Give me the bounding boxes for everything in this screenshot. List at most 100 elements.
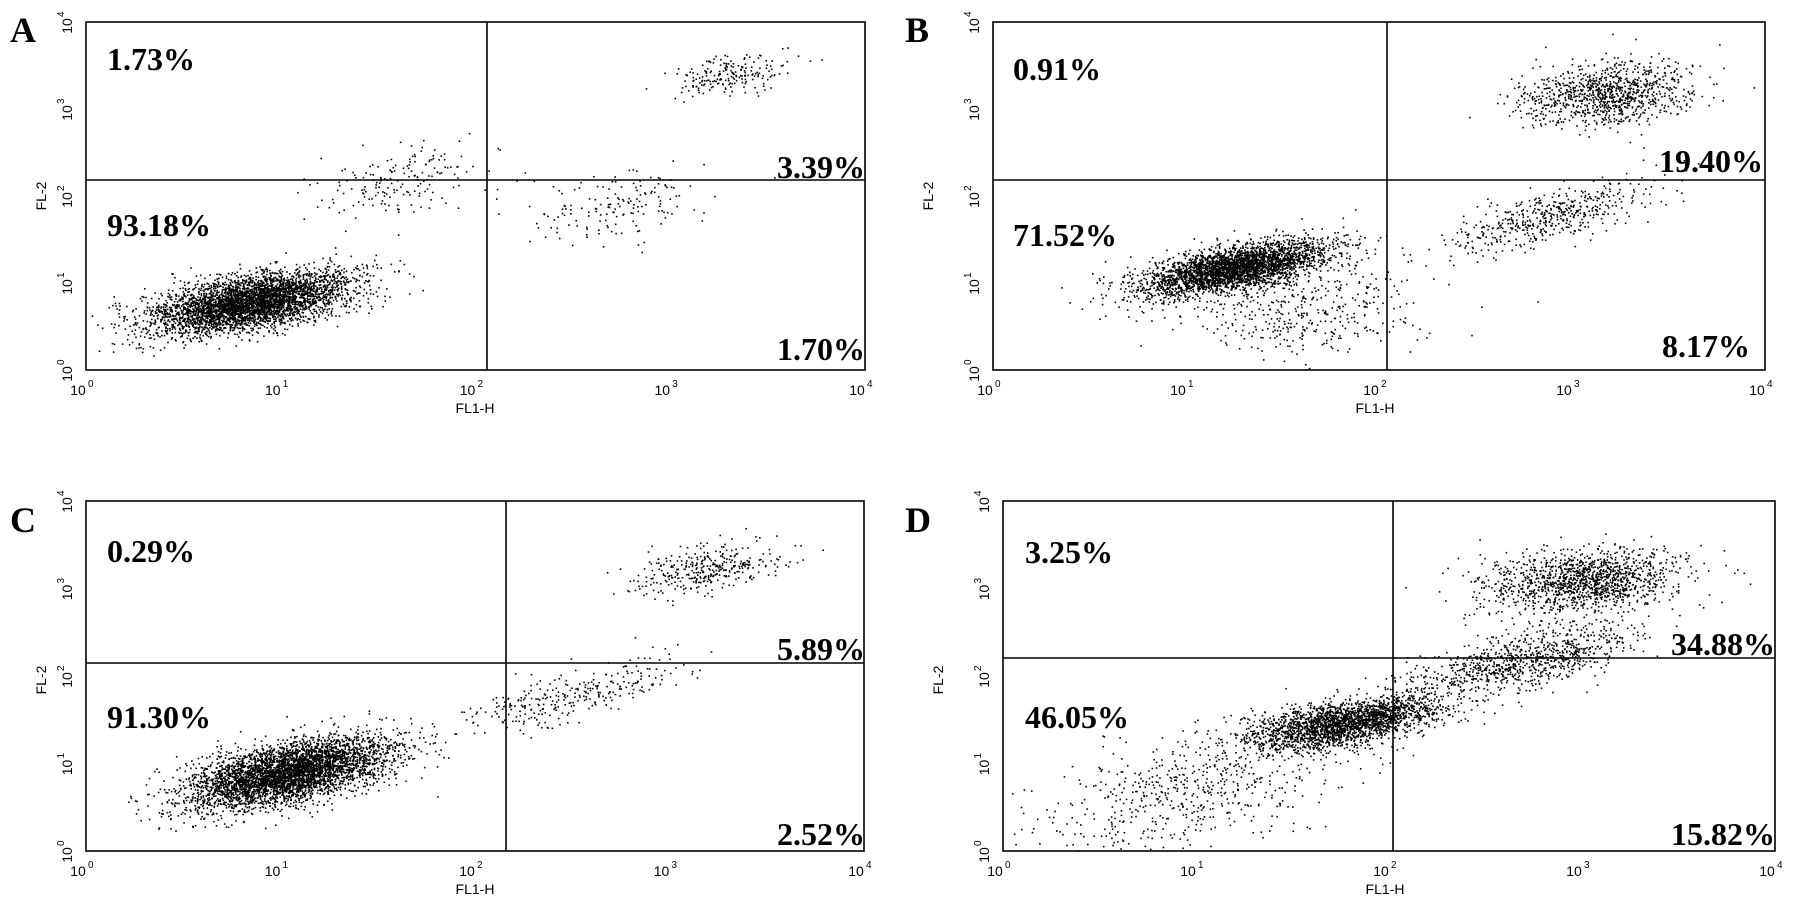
- event-dot: [232, 289, 235, 291]
- event-dot: [309, 318, 311, 320]
- event-dot: [724, 87, 727, 89]
- event-dot: [222, 283, 224, 285]
- event-dot: [217, 283, 220, 286]
- event-dot: [755, 72, 757, 75]
- event-dot: [262, 324, 264, 327]
- event-dot: [235, 297, 238, 300]
- event-dot: [340, 280, 343, 283]
- event-dot: [269, 273, 271, 275]
- event-dot: [242, 318, 244, 321]
- event-dot: [605, 213, 608, 215]
- event-dot: [628, 169, 631, 172]
- event-dot: [300, 316, 302, 318]
- event-dot: [201, 303, 203, 305]
- event-dot: [330, 279, 333, 282]
- event-dot: [207, 289, 209, 291]
- event-dot: [231, 302, 233, 305]
- event-dot: [276, 278, 279, 280]
- event-dot: [262, 318, 265, 320]
- event-dot: [254, 306, 257, 309]
- event-dot: [666, 186, 668, 189]
- event-dot: [178, 331, 180, 334]
- event-dot: [240, 276, 242, 278]
- event-dot: [249, 322, 252, 325]
- event-dot: [218, 273, 221, 276]
- event-dot: [322, 281, 325, 284]
- event-dot: [617, 197, 619, 199]
- event-dot: [242, 319, 245, 322]
- event-dot: [150, 312, 152, 315]
- event-dot: [273, 278, 275, 281]
- panel-a-y-tick-exponent: 4: [56, 11, 67, 17]
- event-dot: [254, 308, 256, 311]
- event-dot: [318, 308, 321, 311]
- event-dot: [314, 277, 317, 279]
- event-dot: [330, 311, 333, 313]
- event-dot: [219, 311, 221, 313]
- event-dot: [144, 288, 146, 290]
- event-dot: [317, 299, 320, 301]
- event-dot: [285, 299, 287, 301]
- event-dot: [561, 212, 564, 215]
- event-dot: [171, 324, 173, 326]
- event-dot: [132, 309, 135, 312]
- event-dot: [231, 315, 234, 317]
- event-dot: [237, 293, 240, 295]
- event-dot: [181, 325, 183, 327]
- event-dot: [343, 271, 345, 274]
- event-dot: [266, 300, 268, 303]
- event-dot: [213, 305, 216, 308]
- event-dot: [248, 325, 251, 327]
- event-dot: [259, 283, 262, 285]
- event-dot: [200, 322, 202, 325]
- event-dot: [296, 284, 299, 287]
- event-dot: [295, 269, 297, 272]
- panel-b-events: [1061, 33, 1756, 370]
- event-dot: [786, 72, 789, 74]
- event-dot: [281, 288, 284, 291]
- event-dot: [236, 281, 238, 284]
- event-dot: [261, 308, 264, 311]
- event-dot: [180, 298, 183, 300]
- event-dot: [366, 265, 368, 268]
- event-dot: [219, 302, 221, 304]
- event-dot: [273, 302, 276, 304]
- event-dot: [318, 276, 320, 278]
- event-dot: [179, 321, 182, 324]
- event-dot: [239, 323, 242, 325]
- event-dot: [286, 281, 288, 284]
- event-dot: [275, 309, 278, 312]
- event-dot: [268, 310, 270, 312]
- event-dot: [278, 304, 281, 306]
- event-dot: [702, 92, 705, 95]
- event-dot: [320, 286, 322, 289]
- event-dot: [316, 289, 318, 291]
- event-dot: [295, 308, 297, 310]
- event-dot: [279, 306, 282, 308]
- event-dot: [207, 304, 210, 307]
- event-dot: [211, 309, 213, 312]
- event-dot: [312, 282, 315, 284]
- event-dot: [302, 316, 305, 318]
- event-dot: [224, 299, 227, 301]
- event-dot: [701, 220, 704, 222]
- event-dot: [171, 273, 173, 275]
- event-dot: [263, 305, 265, 308]
- event-dot: [149, 333, 151, 336]
- event-dot: [177, 323, 180, 326]
- event-dot: [208, 329, 210, 332]
- event-dot: [284, 321, 286, 324]
- event-dot: [322, 295, 325, 297]
- event-dot: [197, 312, 199, 314]
- event-dot: [366, 272, 369, 275]
- event-dot: [570, 209, 572, 211]
- event-dot: [659, 205, 661, 208]
- event-dot: [250, 317, 253, 319]
- event-dot: [254, 315, 256, 317]
- event-dot: [593, 176, 595, 178]
- event-dot: [216, 285, 218, 287]
- event-dot: [408, 175, 410, 178]
- event-dot: [193, 309, 196, 312]
- event-dot: [234, 308, 237, 310]
- event-dot: [241, 307, 244, 310]
